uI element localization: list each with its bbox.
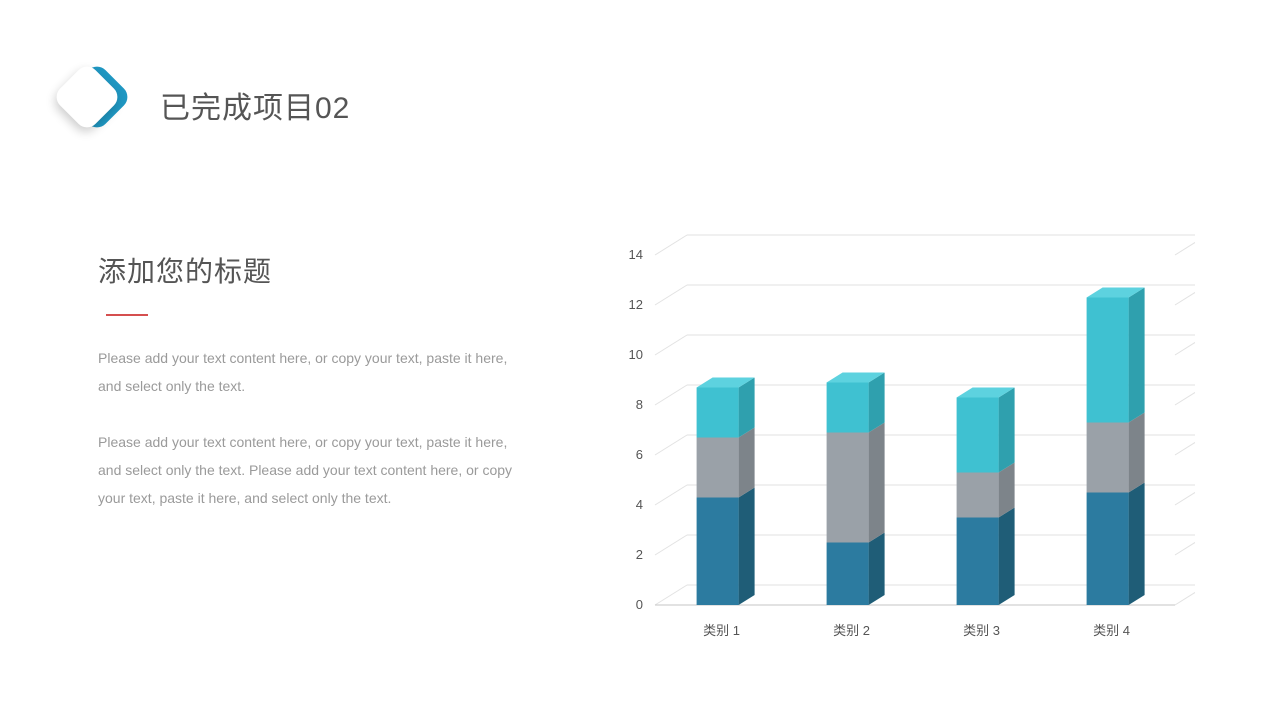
diamond-bullet-icon <box>60 70 130 140</box>
svg-text:类别 2: 类别 2 <box>833 623 870 638</box>
svg-text:0: 0 <box>636 597 643 612</box>
body-text-2: Please add your text content here, or co… <box>98 428 518 512</box>
svg-text:8: 8 <box>636 397 643 412</box>
svg-text:4: 4 <box>636 497 643 512</box>
body-text-1: Please add your text content here, or co… <box>98 344 518 400</box>
svg-text:类别 1: 类别 1 <box>703 623 740 638</box>
svg-text:12: 12 <box>629 297 643 312</box>
svg-text:类别 4: 类别 4 <box>1093 623 1130 638</box>
page-title: 已完成项目02 <box>160 83 350 127</box>
svg-text:10: 10 <box>629 347 643 362</box>
stacked-bar-chart: 0 2 4 6 8 10 12 14 类别 1 类别 2 类别 3 类别 4 <box>605 225 1195 655</box>
slide: 已完成项目02 添加您的标题 Please add your text cont… <box>0 0 1280 720</box>
divider <box>106 314 148 316</box>
svg-text:14: 14 <box>629 247 643 262</box>
header: 已完成项目02 <box>60 70 350 140</box>
svg-text:2: 2 <box>636 547 643 562</box>
svg-text:6: 6 <box>636 447 643 462</box>
subtitle: 添加您的标题 <box>98 250 518 290</box>
chart-svg: 0 2 4 6 8 10 12 14 类别 1 类别 2 类别 3 类别 4 <box>605 225 1195 655</box>
text-block: 添加您的标题 Please add your text content here… <box>98 250 518 540</box>
svg-text:类别 3: 类别 3 <box>963 623 1000 638</box>
